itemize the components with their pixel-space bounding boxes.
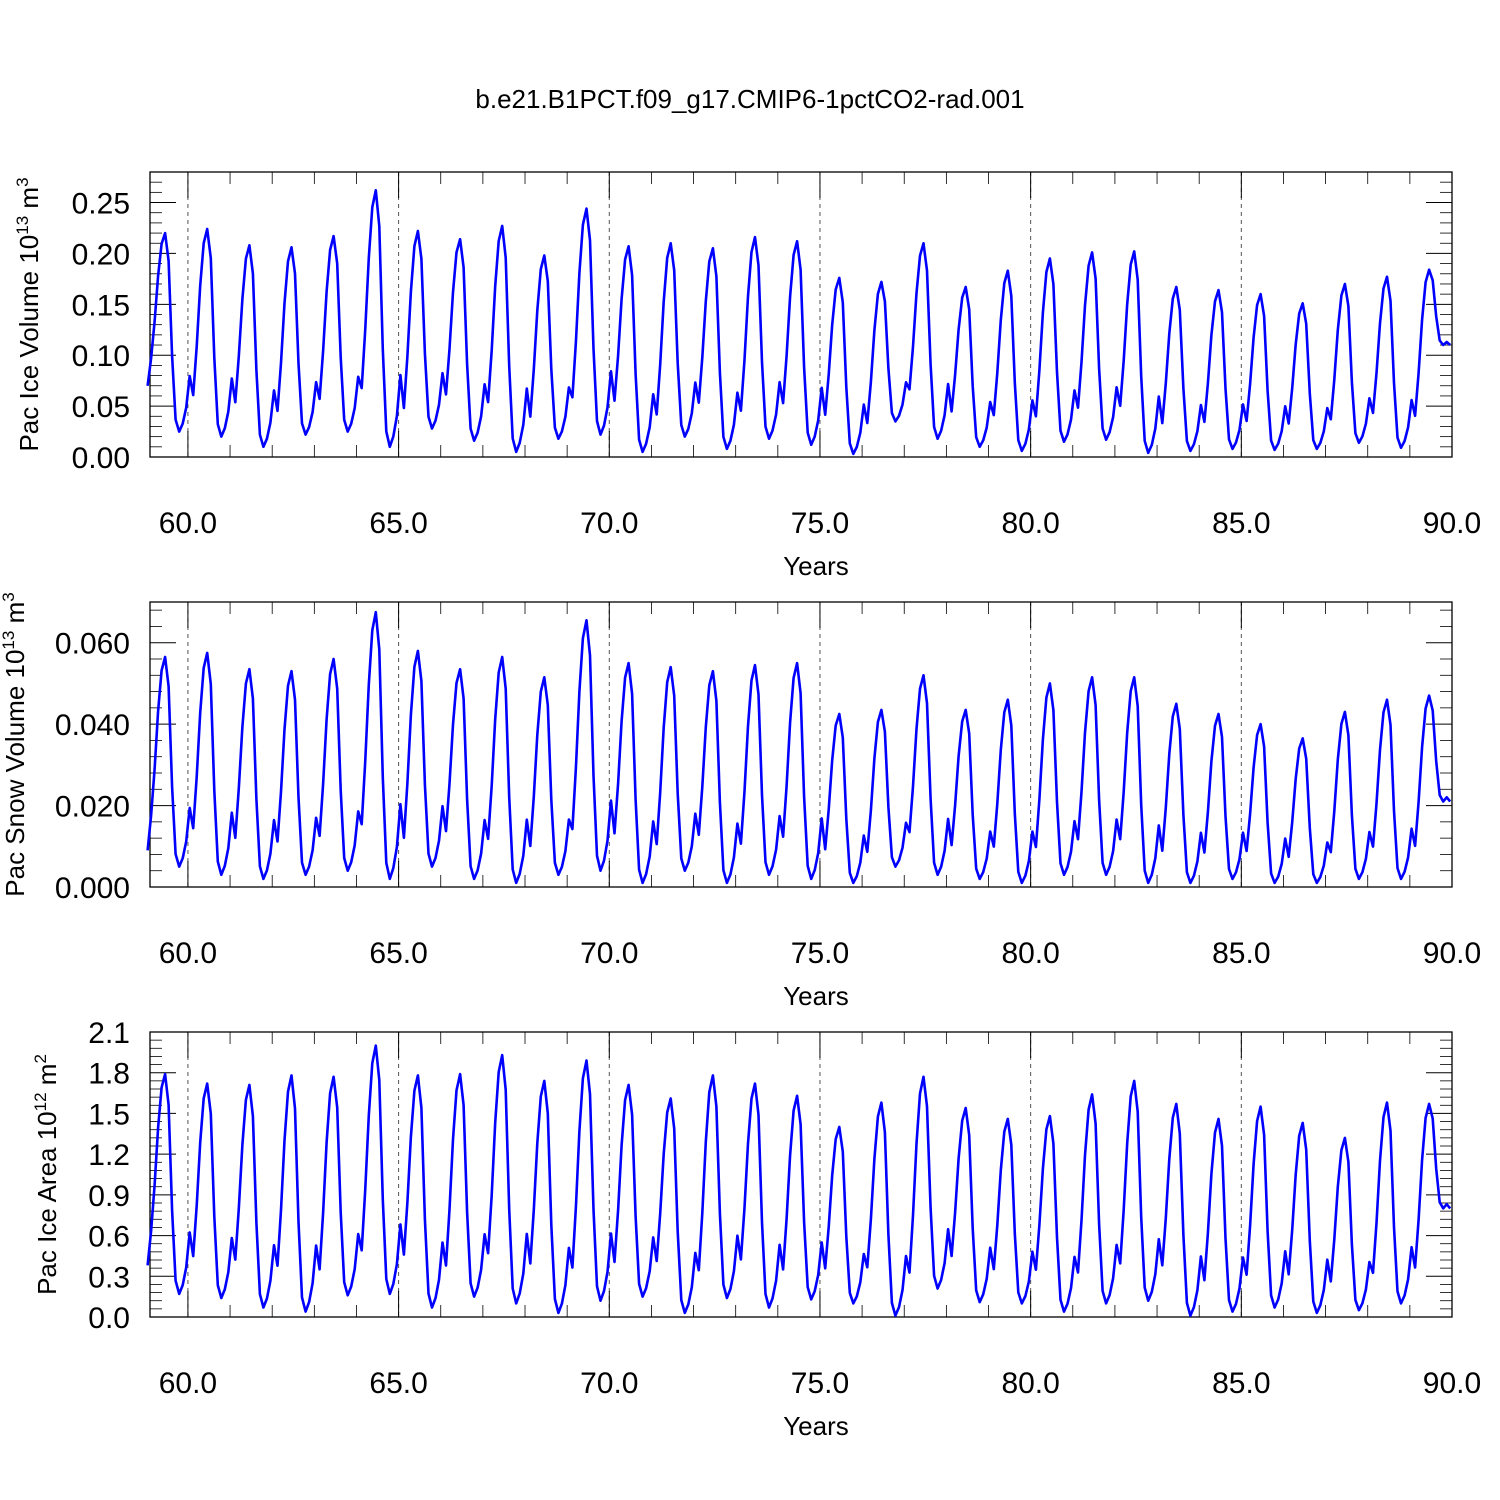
y-tick-label: 0.25 bbox=[72, 188, 130, 221]
panels-container: 60.0 65.0 70.0 75.0 80.0 85.0 90.0 0.00 0.05 0.10… bbox=[0, 171, 1481, 1441]
x-tick-label: 90.0 bbox=[1423, 1367, 1481, 1400]
y-tick-label: 0.20 bbox=[72, 238, 130, 271]
y-tick-label: 0.000 bbox=[55, 872, 130, 905]
x-tick-label: 70.0 bbox=[580, 1367, 638, 1400]
chart-panel-ice-area: 60.0 65.0 70.0 75.0 80.0 85.0 90.0 0.0 0.3 0.6 0.9… bbox=[31, 1017, 1481, 1441]
x-axis-title: Years bbox=[783, 981, 849, 1011]
x-tick-label: 60.0 bbox=[159, 1367, 217, 1400]
y-axis-title: Pac Snow Volume 1013 m3 bbox=[0, 592, 30, 896]
x-tick-label: 85.0 bbox=[1212, 507, 1270, 540]
x-tick-label: 75.0 bbox=[791, 1367, 849, 1400]
x-tick-label: 70.0 bbox=[580, 507, 638, 540]
series-line-ice-area bbox=[146, 1044, 1452, 1317]
y-tick-label: 0.9 bbox=[88, 1180, 130, 1213]
series-line-snow-volume bbox=[146, 610, 1452, 885]
y-tick-label: 0.0 bbox=[88, 1302, 130, 1335]
x-tick-label: 60.0 bbox=[159, 937, 217, 970]
x-tick-label: 80.0 bbox=[1001, 1367, 1059, 1400]
x-tick-label: 65.0 bbox=[369, 937, 427, 970]
y-tick-label: 0.00 bbox=[72, 442, 130, 475]
x-tick-label: 70.0 bbox=[580, 937, 638, 970]
x-tick-label: 85.0 bbox=[1212, 1367, 1270, 1400]
y-tick-label: 0.040 bbox=[55, 709, 130, 742]
y-tick-label: 1.2 bbox=[88, 1139, 130, 1172]
y-tick-label: 0.6 bbox=[88, 1221, 130, 1254]
y-tick-label: 0.060 bbox=[55, 628, 130, 661]
x-axis-title: Years bbox=[783, 551, 849, 581]
chart-panel-ice-volume: 60.0 65.0 70.0 75.0 80.0 85.0 90.0 0.00 0.05 0.10… bbox=[13, 171, 1481, 581]
x-tick-label: 80.0 bbox=[1001, 937, 1059, 970]
chart-panel-snow-volume: 60.0 65.0 70.0 75.0 80.0 85.0 90.0 0.000 0.020 0.… bbox=[0, 592, 1481, 1011]
x-tick-label: 60.0 bbox=[159, 507, 217, 540]
y-tick-label: 1.5 bbox=[88, 1098, 130, 1131]
figure-title: b.e21.B1PCT.f09_g17.CMIP6-1pctCO2-rad.00… bbox=[475, 84, 1024, 114]
plot-frame bbox=[149, 601, 1453, 888]
y-axis-title: Pac Ice Volume 1013 m3 bbox=[13, 177, 44, 451]
x-tick-label: 75.0 bbox=[791, 937, 849, 970]
plot-frame bbox=[149, 1031, 1453, 1318]
x-tick-label: 65.0 bbox=[369, 507, 427, 540]
x-tick-label: 85.0 bbox=[1212, 937, 1270, 970]
y-tick-label: 0.05 bbox=[72, 391, 130, 424]
x-tick-label: 65.0 bbox=[369, 1367, 427, 1400]
x-tick-label: 90.0 bbox=[1423, 937, 1481, 970]
y-tick-label: 0.3 bbox=[88, 1261, 130, 1294]
y-tick-label: 0.15 bbox=[72, 289, 130, 322]
y-tick-label: 1.8 bbox=[88, 1058, 130, 1091]
y-tick-label: 0.10 bbox=[72, 340, 130, 373]
y-axis-title: Pac Ice Area 1012 m2 bbox=[31, 1054, 62, 1295]
x-tick-label: 80.0 bbox=[1001, 507, 1059, 540]
x-tick-label: 75.0 bbox=[791, 507, 849, 540]
y-tick-label: 0.020 bbox=[55, 791, 130, 824]
series-line-ice-volume bbox=[146, 189, 1452, 456]
x-axis-title: Years bbox=[783, 1411, 849, 1441]
y-tick-label: 2.1 bbox=[88, 1017, 130, 1050]
x-tick-label: 90.0 bbox=[1423, 507, 1481, 540]
